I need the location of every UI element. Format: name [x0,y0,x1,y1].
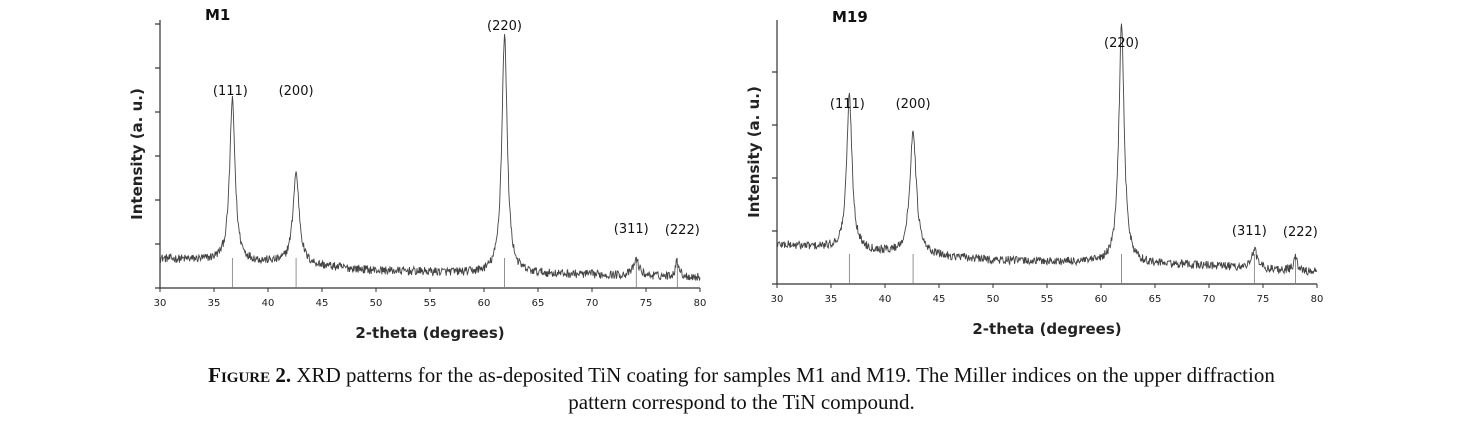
caption-line-1: Figure 2. XRD patterns for the as-deposi… [0,362,1483,389]
figure-label: Figure 2. [208,363,292,387]
x-tick-label: 55 [424,298,437,309]
x-tick-label: 45 [933,294,946,305]
x-tick-label: 55 [1041,294,1054,305]
x-tick-label: 30 [154,298,167,309]
x-tick-label: 65 [1149,294,1162,305]
x-tick-label: 60 [1095,294,1108,305]
peak-label: (311) [614,222,649,237]
x-tick-label: 70 [586,298,599,309]
peak-label: (111) [213,84,248,99]
peak-label: (200) [896,97,931,112]
caption-text-1: XRD patterns for the as-deposited TiN co… [291,363,1275,387]
x-tick-label: 70 [1203,294,1216,305]
x-tick-label: 75 [640,298,653,309]
x-tick-label: 40 [262,298,275,309]
x-tick-label: 65 [532,298,545,309]
peak-label: (111) [830,97,865,112]
figure-caption: Figure 2. XRD patterns for the as-deposi… [0,362,1483,416]
x-tick-label: 30 [771,294,784,305]
peak-label: (220) [487,19,522,34]
xrd-trace [159,34,701,281]
x-tick-label: 45 [316,298,329,309]
x-tick-label: 60 [478,298,491,309]
x-tick-label: 80 [694,298,707,309]
panel-title: M19 [832,8,868,26]
xrd-chart-m1: 30 35 40 45 50 55 60 65 70 75 80 2-theta (degrees) I… [125,0,715,355]
x-tick-label: 50 [370,298,383,309]
xrd-chart-m19: 30 35 40 45 50 55 60 65 70 75 80 2-theta (degrees) I… [742,0,1332,355]
peak-label: (222) [1283,225,1318,240]
x-tick-label: 40 [879,294,892,305]
x-tick-label: 35 [825,294,838,305]
xrd-plot-m19: 30 35 40 45 50 55 60 65 70 75 80 2-theta (degrees) I… [745,8,1324,338]
y-axis-title: Intensity (a. u.) [128,88,146,220]
x-tick-label: 80 [1311,294,1324,305]
x-tick-label: 75 [1257,294,1270,305]
peak-label: (311) [1232,224,1267,239]
peak-label: (200) [279,84,314,99]
x-axis-title: 2-theta (degrees) [355,324,504,342]
x-tick-label: 50 [987,294,1000,305]
y-axis-title: Intensity (a. u.) [745,86,763,218]
peak-label: (220) [1104,36,1139,51]
peak-label: (222) [665,223,700,238]
x-axis-title: 2-theta (degrees) [972,320,1121,338]
xrd-trace [776,23,1318,277]
x-tick-label: 35 [208,298,221,309]
xrd-plot-m1: 30 35 40 45 50 55 60 65 70 75 80 2-theta (degrees) I… [128,6,707,342]
panel-title: M1 [205,6,230,24]
caption-line-2: pattern correspond to the TiN compound. [568,390,915,414]
